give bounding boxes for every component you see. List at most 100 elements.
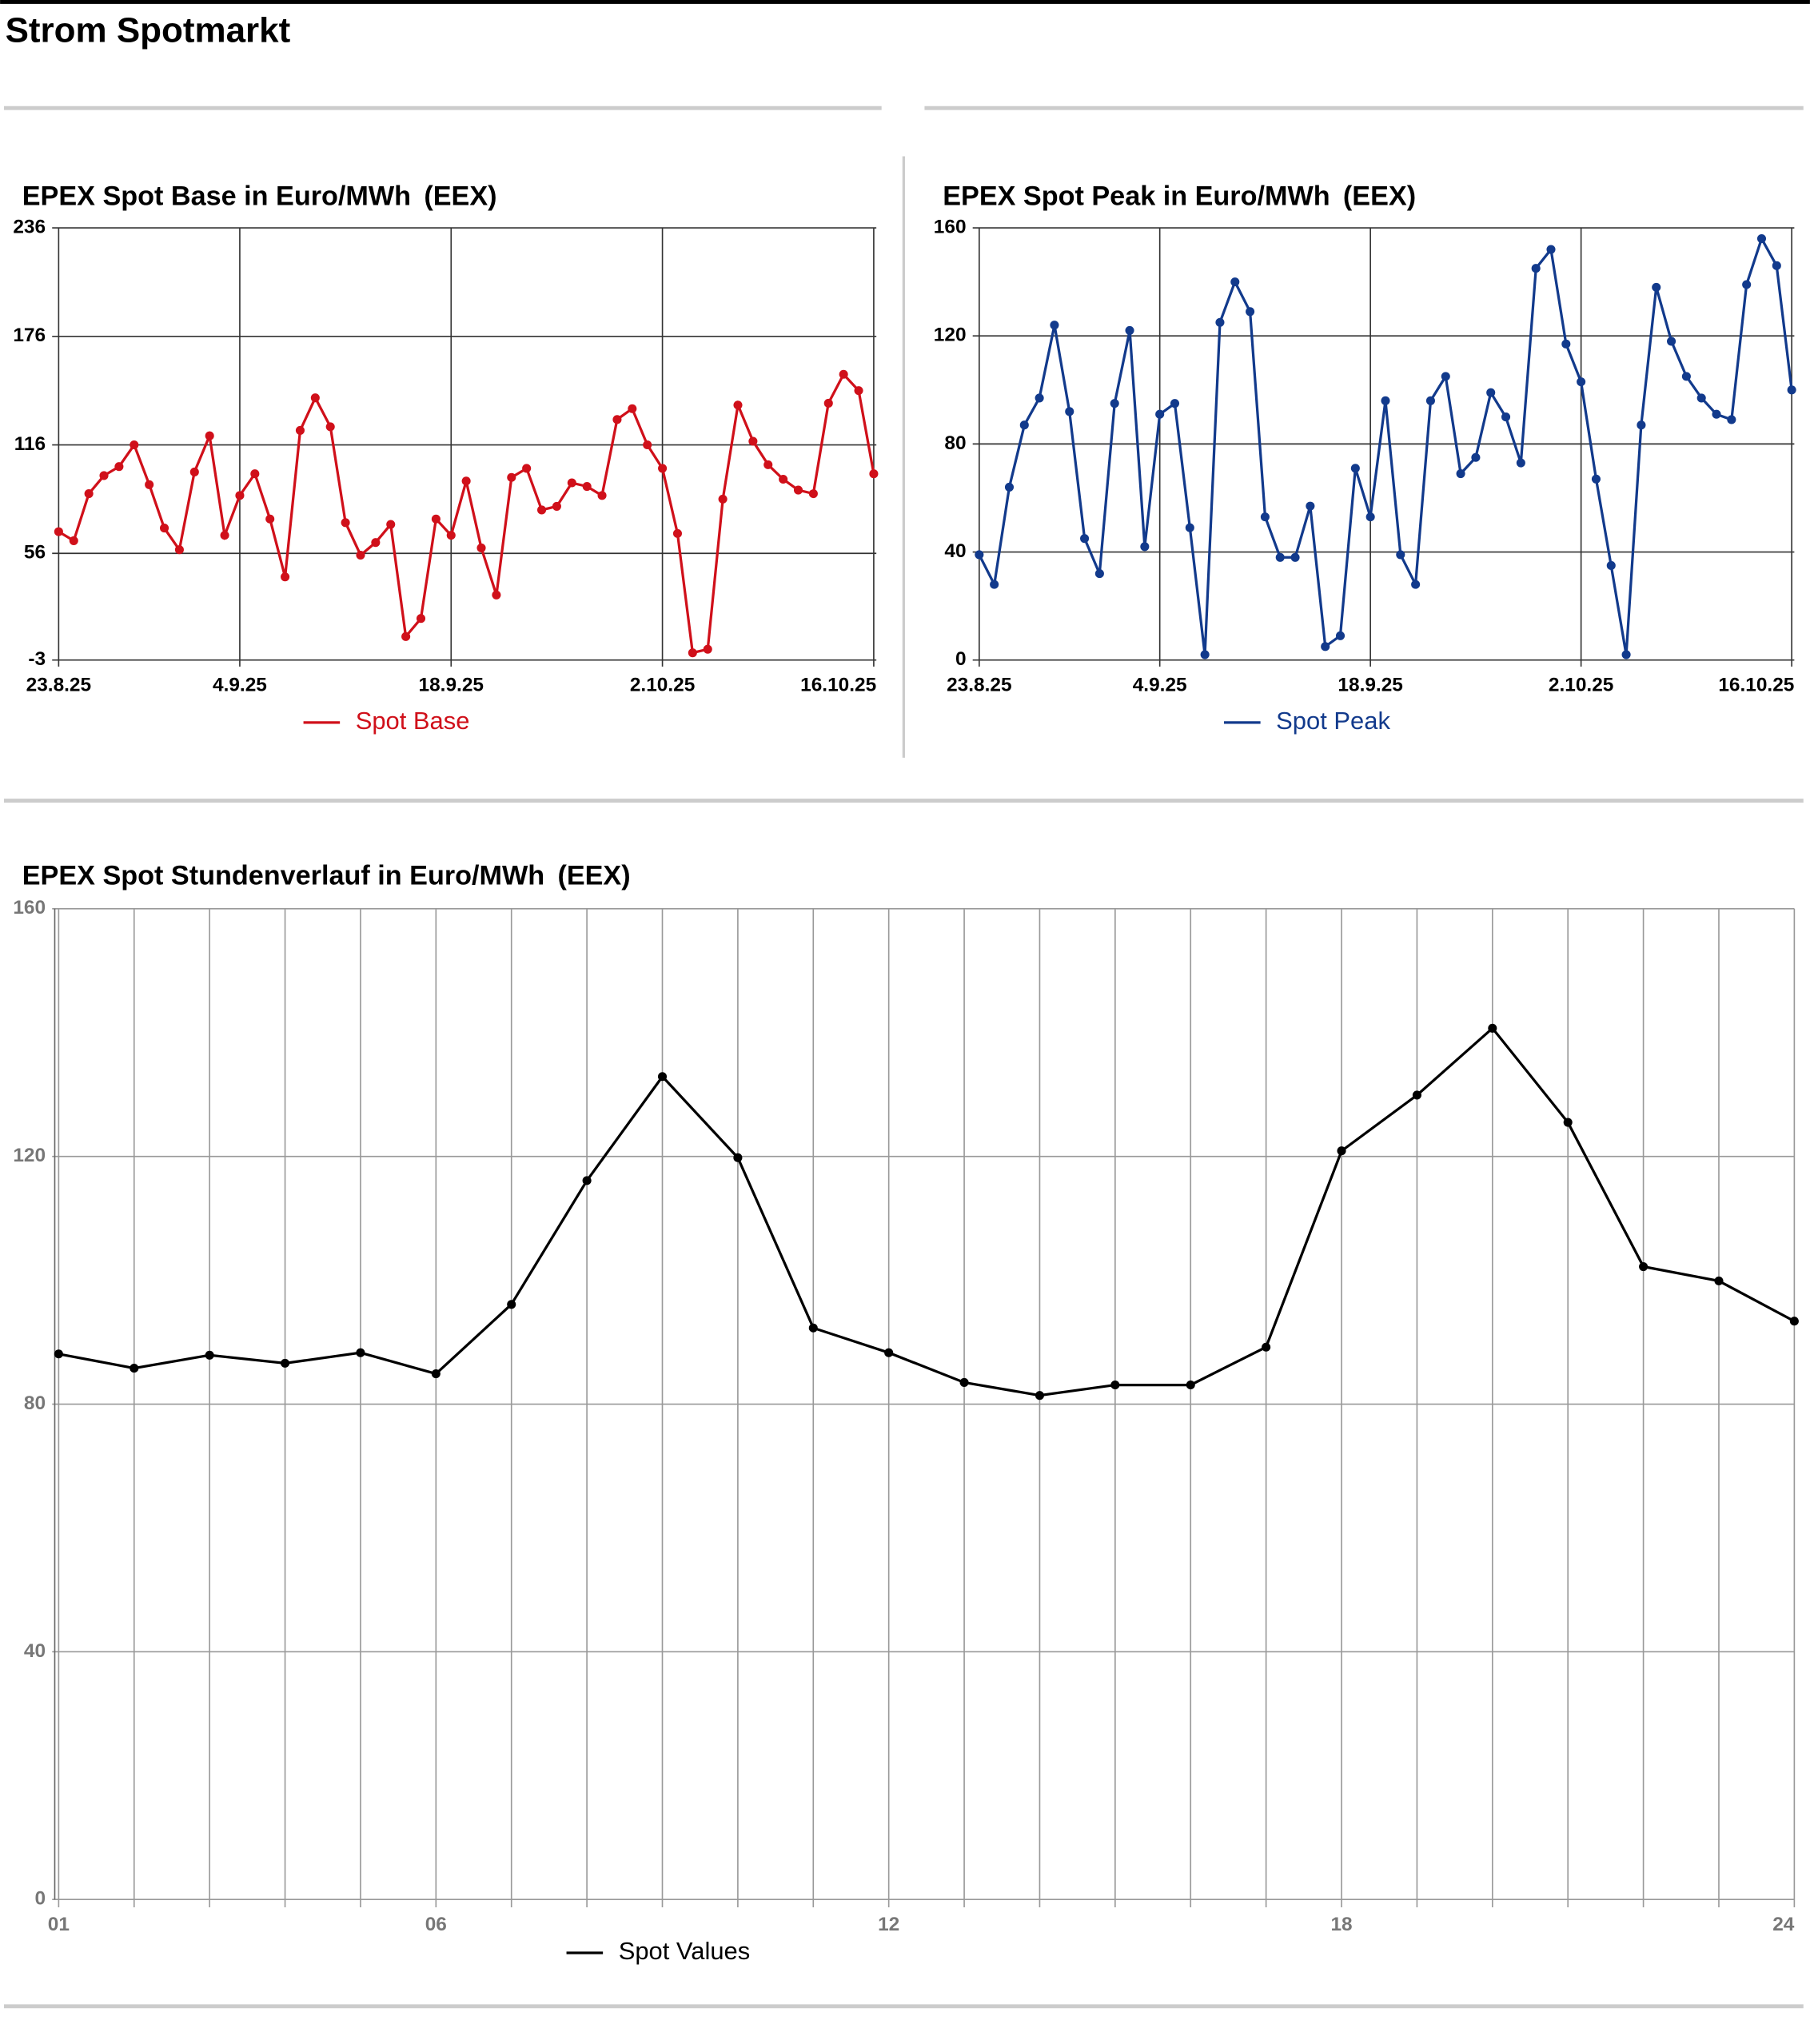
data-point [823,398,833,408]
chart-title: EPEX Spot Base in Euro/MWh (EEX) [22,181,497,212]
data-point [325,422,335,432]
data-point [1335,631,1346,640]
data-point [281,1358,290,1368]
series-line [58,372,875,655]
data-point [1727,415,1736,424]
y-tick-label: 40 [24,1640,46,1662]
x-tick-label: 4.9.25 [1133,675,1187,696]
x-tick-label: 18.9.25 [419,675,484,696]
data-point [688,648,697,658]
data-point [672,528,683,538]
y-tick-label: -3 [28,648,46,670]
data-point [1186,1380,1195,1390]
data-point [1789,1317,1799,1326]
data-point [130,440,139,450]
data-point [1035,393,1044,403]
y-tick-label: 80 [944,432,966,454]
data-point [1742,280,1752,289]
data-point [522,464,532,473]
data-point [1714,1276,1724,1285]
data-point [1035,1391,1044,1401]
x-tick-label: 23.8.25 [947,675,1011,696]
data-point [1681,372,1691,381]
x-tick-label: 18.9.25 [1338,675,1402,696]
data-point [1456,469,1465,479]
y-tick-label: 160 [934,216,967,237]
data-point [416,614,426,624]
data-point [1110,1380,1120,1390]
data-point [1230,277,1240,287]
data-point [1412,1090,1421,1100]
data-point [189,467,199,476]
data-point [1486,388,1496,397]
y-tick-label: 0 [955,648,967,670]
data-point [1396,550,1405,560]
data-point [1621,650,1631,659]
data-point [220,531,229,540]
data-point [779,474,788,484]
data-point [658,464,668,473]
legend-label: Spot Base [356,707,470,735]
y-tick-label: 80 [24,1393,46,1414]
data-point [1215,317,1225,327]
data-point [1441,372,1450,381]
data-point [461,476,471,486]
x-tick-label: 4.9.25 [213,675,267,696]
data-point [69,536,78,545]
data-point [1501,412,1511,422]
data-point [733,1153,743,1162]
data-point [1019,420,1029,430]
data-point [763,460,773,469]
data-point [1637,420,1646,430]
data-point [281,572,290,582]
data-point [1516,458,1525,468]
data-point [552,501,561,511]
data-point [854,386,863,396]
data-point [250,469,260,479]
data-point [1471,452,1481,462]
y-tick-label: 116 [14,433,46,455]
data-point [1140,542,1150,552]
chart-source: (EEX) [1343,181,1416,212]
x-tick-label: 16.10.25 [800,675,876,696]
data-point [1155,409,1165,419]
data-point [1290,552,1300,562]
data-point [733,400,743,410]
data-point [145,480,154,489]
data-point [310,393,320,403]
data-point [657,1072,668,1082]
y-tick-label: 0 [35,1888,46,1910]
data-point [808,489,818,499]
data-point [1185,523,1194,532]
data-point [1275,552,1285,562]
data-point [1260,512,1270,522]
data-point [205,431,214,440]
chart-title: EPEX Spot Stundenverlauf in Euro/MWh (EEX… [22,861,631,891]
top-bar [0,0,1810,4]
y-tick-label: 56 [24,542,46,564]
data-point [1488,1023,1497,1033]
data-point [431,1369,441,1379]
data-point [643,440,652,450]
data-point [1696,393,1706,403]
series-line [978,235,1793,655]
data-point [1080,534,1090,544]
data-point [54,527,63,536]
chart-title-text: EPEX Spot Peak in Euro/MWh [943,181,1330,212]
data-point [1321,642,1330,651]
data-point [1065,407,1074,416]
data-point [793,485,803,495]
data-point [159,524,169,533]
y-tick-label: 236 [13,216,46,237]
data-point [356,1348,365,1357]
data-point [1125,325,1134,335]
legend-label: Spot Values [619,1937,751,1965]
data-point [1531,264,1541,273]
data-point [1772,261,1781,270]
data-point [975,550,984,560]
data-point [431,514,441,524]
data-point [1365,512,1375,522]
data-point [1667,337,1676,346]
data-point [114,462,124,472]
